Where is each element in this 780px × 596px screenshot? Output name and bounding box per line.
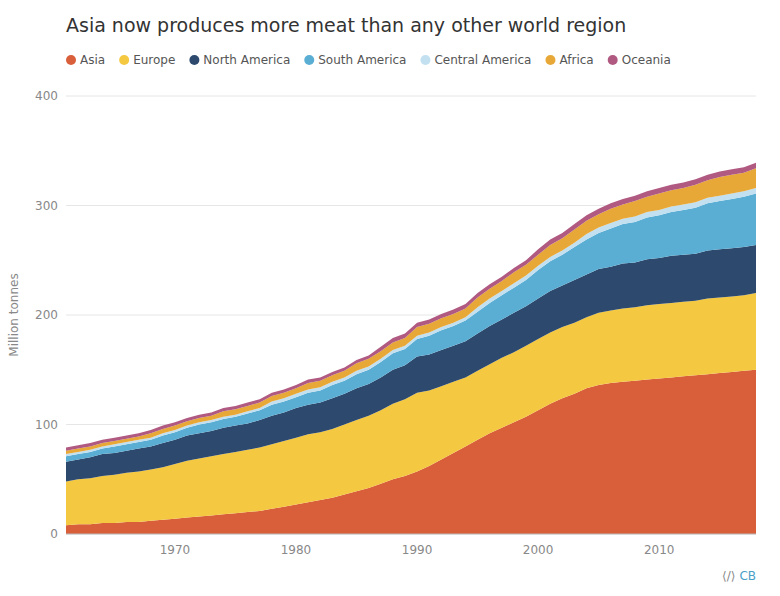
x-tick-label: 2000	[523, 543, 554, 557]
grid	[66, 96, 756, 534]
legend-swatch	[304, 55, 314, 65]
area	[66, 163, 756, 451]
legend-item: Africa	[545, 53, 593, 67]
area	[66, 293, 756, 525]
legend-item: Europe	[119, 53, 175, 67]
x-tick-label: 2010	[644, 543, 675, 557]
area	[66, 188, 756, 456]
grid-line	[66, 96, 756, 97]
legend-label: Oceania	[622, 53, 671, 67]
legend-label: Central America	[434, 53, 531, 67]
legend-item: Central America	[420, 53, 531, 67]
legend-label: Africa	[559, 53, 593, 67]
y-axis-label: Million tonnes	[7, 273, 21, 356]
legend-label: Asia	[80, 53, 105, 67]
y-tick-label: 300	[35, 199, 58, 213]
legend-swatch	[189, 55, 199, 65]
area	[66, 168, 756, 454]
chart: Asia now produces more meat than any oth…	[0, 0, 780, 596]
grid-line	[66, 534, 756, 535]
x-tick-label: 1970	[160, 543, 191, 557]
legend-label: South America	[318, 53, 406, 67]
annotation: CB	[739, 569, 756, 583]
legend-item: South America	[304, 53, 406, 67]
legend-swatch	[420, 55, 430, 65]
legend: Asia Europe North America South America Cent…	[66, 53, 671, 67]
y-tick-label: 400	[35, 89, 58, 103]
areas	[66, 163, 756, 534]
legend-swatch	[66, 55, 76, 65]
y-tick-label: 100	[35, 418, 58, 432]
x-tick-label: 1990	[402, 543, 433, 557]
y-tick-label: 200	[35, 308, 58, 322]
legend-item: Oceania	[608, 53, 671, 67]
title: Asia now produces more meat than any oth…	[66, 14, 626, 36]
y-tick-label: 0	[50, 527, 58, 541]
legend-swatch	[545, 55, 555, 65]
area	[66, 193, 756, 461]
x-axis-line	[66, 534, 756, 535]
legend-label: Europe	[133, 53, 175, 67]
legend-swatch	[608, 55, 618, 65]
area	[66, 245, 756, 482]
legend-label: North America	[203, 53, 290, 67]
legend-item: Asia	[66, 53, 105, 67]
legend-swatch	[119, 55, 129, 65]
legend-item: North America	[189, 53, 290, 67]
x-tick-label: 1980	[281, 543, 312, 557]
annotation: ⟨/⟩	[722, 569, 735, 583]
